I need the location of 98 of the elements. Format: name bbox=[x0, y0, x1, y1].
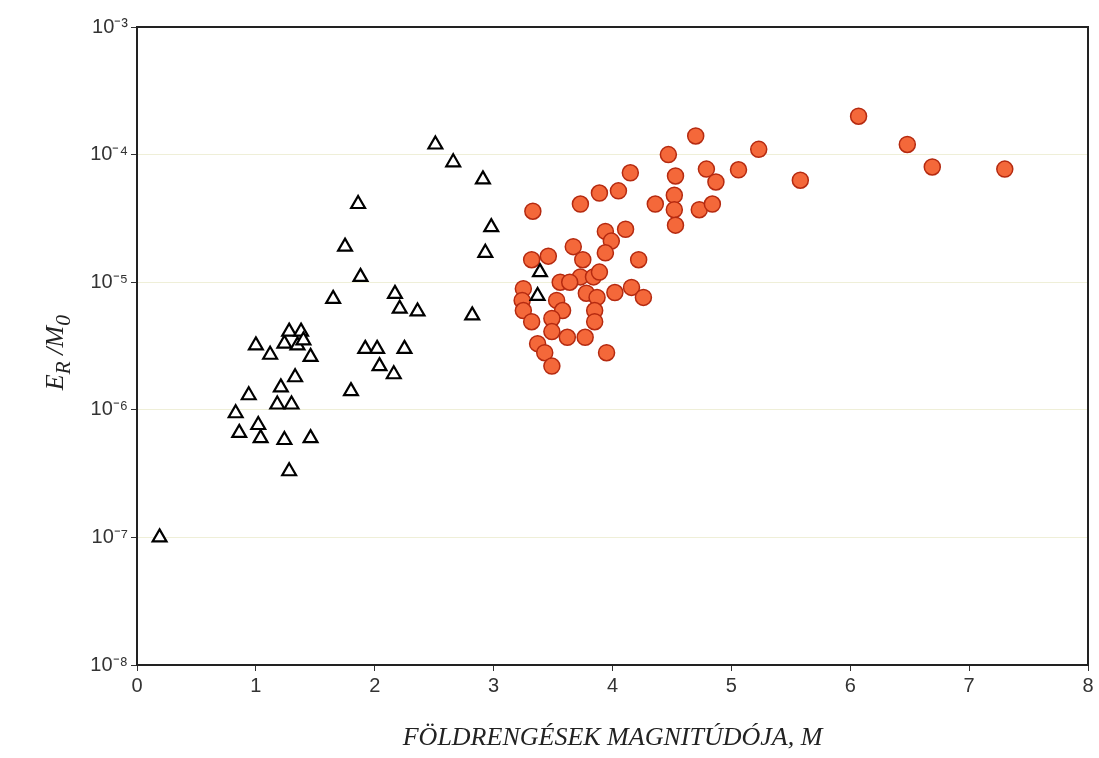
point bbox=[445, 153, 462, 168]
point bbox=[269, 395, 286, 410]
y-tick-label: 10⁻⁵ bbox=[90, 269, 128, 292]
point bbox=[697, 160, 716, 178]
point bbox=[283, 395, 300, 410]
point bbox=[337, 237, 354, 252]
x-tick-label: 1 bbox=[250, 673, 262, 696]
point bbox=[240, 386, 257, 401]
point bbox=[543, 357, 561, 375]
point bbox=[574, 250, 592, 269]
point bbox=[729, 161, 748, 179]
point bbox=[616, 220, 635, 238]
point bbox=[539, 247, 558, 265]
point bbox=[385, 365, 402, 380]
point bbox=[996, 160, 1014, 178]
point bbox=[227, 404, 244, 419]
point bbox=[535, 343, 554, 362]
point bbox=[474, 170, 491, 185]
point bbox=[791, 171, 810, 189]
x-tick-label: 8 bbox=[1082, 673, 1094, 696]
point bbox=[590, 263, 609, 281]
point bbox=[686, 127, 705, 145]
point bbox=[564, 237, 583, 256]
point bbox=[558, 328, 577, 347]
point bbox=[524, 202, 542, 220]
y-tick-label: 10⁻⁴ bbox=[90, 142, 128, 165]
point bbox=[483, 218, 500, 233]
point bbox=[391, 299, 408, 314]
y-tick-label: 10⁻⁸ bbox=[90, 652, 128, 675]
point bbox=[325, 289, 342, 304]
point bbox=[295, 331, 312, 346]
point bbox=[659, 145, 678, 164]
point bbox=[629, 250, 648, 269]
point bbox=[749, 140, 768, 159]
y-tick-label: 10⁻⁷ bbox=[91, 524, 128, 547]
x-tick-label: 4 bbox=[606, 673, 619, 696]
point bbox=[522, 250, 541, 269]
x-axis-title: FÖLDRENGÉSEK MAGNITÚDÓJA, M bbox=[401, 722, 824, 752]
point bbox=[302, 429, 319, 444]
point bbox=[666, 167, 685, 185]
point bbox=[272, 378, 289, 393]
point bbox=[621, 164, 640, 182]
point bbox=[703, 195, 722, 213]
point bbox=[522, 312, 541, 331]
point bbox=[665, 186, 684, 205]
point bbox=[585, 312, 604, 331]
point bbox=[352, 267, 369, 283]
point bbox=[252, 429, 269, 444]
x-tick-label: 0 bbox=[131, 673, 143, 696]
point bbox=[386, 284, 403, 299]
point bbox=[250, 415, 267, 431]
point bbox=[302, 347, 319, 362]
point bbox=[262, 345, 279, 360]
point bbox=[543, 322, 561, 341]
point bbox=[666, 216, 685, 234]
x-tick-label: 2 bbox=[369, 673, 381, 696]
point bbox=[477, 243, 494, 258]
point bbox=[287, 368, 304, 383]
point bbox=[634, 288, 653, 307]
point bbox=[622, 278, 641, 297]
point bbox=[898, 135, 917, 154]
x-tick-label: 6 bbox=[844, 673, 856, 696]
point bbox=[597, 343, 616, 362]
point bbox=[596, 244, 615, 262]
point bbox=[396, 339, 413, 355]
x-tick-label: 7 bbox=[963, 673, 975, 696]
point bbox=[342, 382, 359, 397]
point bbox=[665, 200, 684, 219]
point bbox=[576, 328, 594, 347]
point bbox=[849, 107, 868, 125]
x-tick-label: 3 bbox=[488, 673, 500, 696]
point bbox=[464, 306, 481, 321]
point bbox=[151, 528, 168, 543]
point bbox=[371, 357, 388, 372]
point bbox=[690, 200, 709, 219]
point bbox=[609, 182, 628, 200]
point bbox=[350, 194, 367, 210]
point bbox=[606, 283, 624, 302]
point bbox=[646, 195, 665, 213]
point bbox=[276, 430, 293, 446]
point bbox=[281, 462, 298, 477]
point bbox=[571, 195, 590, 213]
point bbox=[231, 423, 248, 438]
point bbox=[531, 263, 549, 278]
x-tick-label: 5 bbox=[725, 673, 737, 696]
point bbox=[560, 273, 579, 291]
point bbox=[369, 339, 386, 355]
point bbox=[409, 302, 426, 317]
point bbox=[514, 301, 533, 320]
point bbox=[590, 184, 609, 202]
point bbox=[923, 158, 942, 176]
point bbox=[529, 286, 546, 302]
point bbox=[281, 322, 298, 337]
point bbox=[276, 334, 293, 349]
y-tick-label: 10⁻⁶ bbox=[90, 397, 128, 420]
point bbox=[707, 173, 725, 191]
y-tick-label: 10⁻³ bbox=[92, 14, 129, 37]
point bbox=[247, 336, 264, 351]
